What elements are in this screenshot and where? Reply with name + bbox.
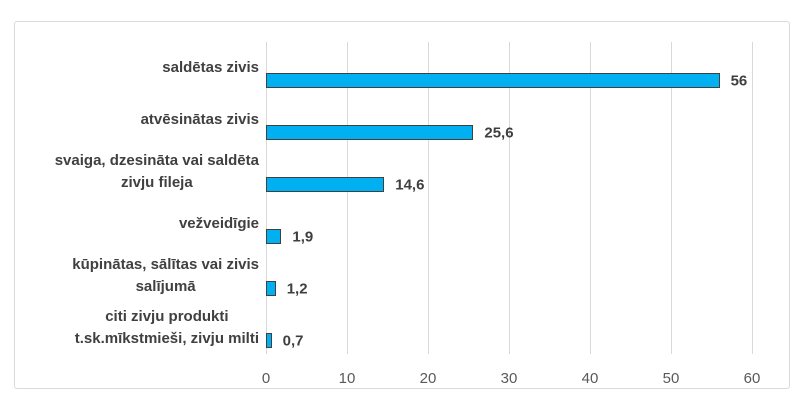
- category-label-line: saldētas zivis: [162, 59, 259, 76]
- category-slot: svaiga, dzesināta vai saldēta zivju filej…: [25, 146, 259, 198]
- bar: [266, 333, 272, 348]
- bar-value-label: 0,7: [282, 332, 304, 349]
- gridline: [509, 42, 510, 354]
- gridline: [347, 42, 348, 354]
- category-label-line: t.sk.mīkstmieši, zivju milti: [74, 330, 259, 347]
- bar-value-label: 1,2: [286, 280, 308, 297]
- category-label: vežveidīgie: [179, 213, 259, 235]
- gridline: [266, 42, 267, 354]
- category-label-line: vežveidīgie: [178, 215, 259, 232]
- x-axis-tick-label: 40: [581, 370, 599, 387]
- category-label-line: svaiga, dzesināta vai saldēta: [54, 152, 259, 169]
- gridline: [428, 42, 429, 354]
- bar-value-label: 25,6: [484, 124, 514, 141]
- x-axis-tick-label: 20: [419, 370, 437, 387]
- gridline: [671, 42, 672, 354]
- x-axis-tick-label: 30: [500, 370, 518, 387]
- category-label: atvēsinātas zivis: [141, 109, 259, 131]
- gridline: [752, 42, 753, 354]
- plot-area: 56 25,6 14,6 1,9 1,2 0,7: [266, 42, 753, 354]
- value-axis: 0 10 20 30 40 50 60: [262, 370, 761, 388]
- x-axis-tick-label: 10: [338, 370, 356, 387]
- category-slot: citi zivju produkti t.sk.mīkstmieši, zivj…: [25, 302, 259, 354]
- category-label-line: citi zivju produkti: [105, 308, 229, 325]
- category-label: kūpinātas, sālītas vai zivis salījumā: [72, 254, 259, 298]
- gridline: [590, 42, 591, 354]
- category-label-line: salījumā: [135, 278, 196, 295]
- category-slot: vežveidīgie: [25, 198, 259, 250]
- category-label: citi zivju produkti t.sk.mīkstmieši, zivj…: [75, 306, 259, 350]
- category-axis: saldētas zivis atvēsinātas zivis svaiga, d…: [25, 42, 259, 354]
- category-label-line: kūpinātas, sālītas vai zivis: [72, 256, 259, 273]
- category-slot: atvēsinātas zivis: [25, 94, 259, 146]
- x-axis-tick-label: 50: [662, 370, 680, 387]
- bar: [266, 177, 385, 192]
- bar-value-label: 1,9: [292, 228, 314, 245]
- chart-card: saldētas zivis atvēsinātas zivis svaiga, d…: [14, 21, 790, 389]
- bar: [266, 281, 276, 296]
- category-label-line: zivju fileja: [121, 174, 193, 191]
- bar: [266, 73, 720, 88]
- bar-value-label: 56: [730, 72, 748, 89]
- x-axis-tick-label: 60: [743, 370, 761, 387]
- bar: [266, 125, 474, 140]
- category-slot: saldētas zivis: [25, 42, 259, 94]
- category-label: saldētas zivis: [162, 57, 259, 79]
- category-label-line: atvēsinātas zivis: [140, 111, 259, 128]
- x-axis-tick-label: 0: [261, 370, 271, 387]
- category-slot: kūpinātas, sālītas vai zivis salījumā: [25, 250, 259, 302]
- category-label: svaiga, dzesināta vai saldēta zivju filej…: [55, 150, 259, 194]
- bar-value-label: 14,6: [395, 176, 425, 193]
- bar: [266, 229, 282, 244]
